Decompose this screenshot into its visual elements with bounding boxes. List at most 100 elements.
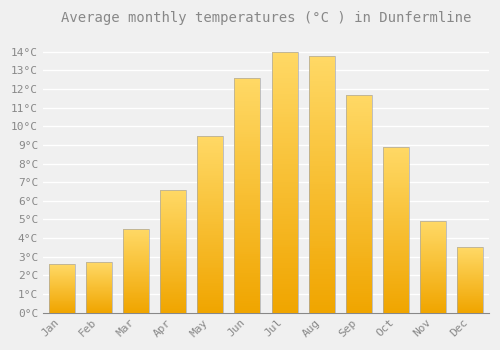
Bar [197, 155, 223, 157]
Bar [383, 304, 409, 306]
Bar [123, 266, 149, 267]
Bar [48, 291, 74, 292]
Bar [272, 232, 297, 235]
Bar [383, 148, 409, 150]
Bar [272, 83, 297, 86]
Bar [346, 112, 372, 114]
Bar [272, 151, 297, 154]
Bar [272, 161, 297, 164]
Bar [272, 117, 297, 120]
Bar [346, 202, 372, 204]
Bar [48, 286, 74, 287]
Bar [197, 145, 223, 146]
Bar [160, 214, 186, 216]
Bar [272, 281, 297, 284]
Bar [123, 288, 149, 289]
Bar [383, 265, 409, 266]
Bar [383, 289, 409, 291]
Bar [234, 186, 260, 188]
Bar [458, 284, 483, 285]
Bar [86, 305, 112, 306]
Bar [458, 273, 483, 274]
Bar [160, 211, 186, 212]
Bar [383, 273, 409, 274]
Bar [308, 272, 334, 274]
Bar [272, 130, 297, 133]
Bar [420, 253, 446, 254]
Bar [383, 226, 409, 228]
Bar [308, 282, 334, 284]
Bar [86, 275, 112, 276]
Bar [308, 199, 334, 202]
Bar [197, 230, 223, 231]
Bar [197, 205, 223, 206]
Bar [420, 304, 446, 305]
Bar [383, 187, 409, 188]
Bar [197, 146, 223, 148]
Bar [86, 309, 112, 310]
Bar [123, 229, 149, 230]
Bar [197, 297, 223, 299]
Bar [308, 194, 334, 197]
Bar [48, 271, 74, 272]
Bar [308, 66, 334, 69]
Bar [272, 245, 297, 247]
Bar [272, 279, 297, 281]
Bar [383, 152, 409, 154]
Bar [48, 298, 74, 299]
Bar [123, 274, 149, 275]
Bar [234, 90, 260, 92]
Bar [160, 250, 186, 251]
Bar [160, 244, 186, 245]
Bar [272, 138, 297, 140]
Bar [197, 185, 223, 187]
Bar [420, 234, 446, 235]
Bar [160, 270, 186, 271]
Bar [272, 284, 297, 287]
Bar [272, 219, 297, 221]
Bar [160, 192, 186, 194]
Bar [48, 266, 74, 267]
Bar [420, 243, 446, 244]
Bar [272, 52, 297, 55]
Bar [197, 302, 223, 304]
Bar [458, 274, 483, 275]
Bar [160, 286, 186, 287]
Bar [272, 107, 297, 109]
Bar [48, 288, 74, 289]
Bar [308, 210, 334, 212]
Bar [308, 230, 334, 233]
Bar [160, 245, 186, 246]
Bar [383, 215, 409, 217]
Bar [346, 147, 372, 149]
Bar [197, 267, 223, 268]
Bar [420, 257, 446, 258]
Bar [308, 295, 334, 297]
Bar [197, 138, 223, 139]
Bar [383, 200, 409, 202]
Bar [234, 118, 260, 120]
Bar [458, 309, 483, 310]
Bar [234, 214, 260, 216]
Bar [420, 223, 446, 224]
Bar [272, 276, 297, 279]
Bar [272, 258, 297, 260]
Bar [234, 120, 260, 122]
Bar [86, 265, 112, 266]
Bar [197, 176, 223, 178]
Bar [160, 284, 186, 286]
Bar [346, 221, 372, 223]
Bar [160, 302, 186, 303]
Bar [197, 187, 223, 189]
Bar [234, 132, 260, 134]
Bar [272, 234, 297, 237]
Bar [308, 148, 334, 151]
Bar [383, 155, 409, 157]
Bar [234, 202, 260, 205]
Bar [48, 309, 74, 310]
Bar [234, 162, 260, 165]
Bar [234, 221, 260, 223]
Bar [308, 138, 334, 140]
Bar [48, 287, 74, 288]
Bar [197, 286, 223, 288]
